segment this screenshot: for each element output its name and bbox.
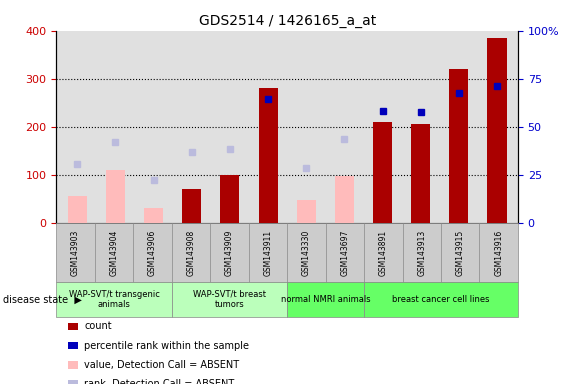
- Bar: [488, 38, 507, 223]
- Text: disease state  ▶: disease state ▶: [3, 295, 82, 305]
- Text: GSM143906: GSM143906: [148, 229, 157, 276]
- Text: GSM143904: GSM143904: [110, 229, 118, 276]
- Text: GSM143903: GSM143903: [71, 229, 80, 276]
- Text: WAP-SVT/t breast
tumors: WAP-SVT/t breast tumors: [193, 290, 266, 309]
- Bar: [106, 170, 125, 223]
- Text: WAP-SVT/t transgenic
animals: WAP-SVT/t transgenic animals: [69, 290, 159, 309]
- Title: GDS2514 / 1426165_a_at: GDS2514 / 1426165_a_at: [199, 14, 376, 28]
- Text: rank, Detection Call = ABSENT: rank, Detection Call = ABSENT: [84, 379, 235, 384]
- Text: GSM143913: GSM143913: [417, 229, 426, 276]
- Text: GSM143915: GSM143915: [456, 229, 464, 276]
- Bar: [449, 69, 468, 223]
- Bar: [182, 189, 202, 223]
- Bar: [297, 200, 316, 223]
- Text: GSM143908: GSM143908: [186, 229, 195, 276]
- Text: count: count: [84, 321, 112, 331]
- Bar: [335, 176, 354, 223]
- Text: GSM143909: GSM143909: [225, 229, 234, 276]
- Bar: [373, 122, 392, 223]
- Bar: [411, 124, 430, 223]
- Text: value, Detection Call = ABSENT: value, Detection Call = ABSENT: [84, 360, 240, 370]
- Text: GSM143697: GSM143697: [341, 229, 349, 276]
- Text: GSM143891: GSM143891: [379, 229, 388, 276]
- Text: breast cancer cell lines: breast cancer cell lines: [392, 295, 490, 304]
- Bar: [144, 208, 163, 223]
- Bar: [220, 175, 239, 223]
- Text: GSM143330: GSM143330: [302, 229, 311, 276]
- Text: GSM143916: GSM143916: [494, 229, 503, 276]
- Text: normal NMRI animals: normal NMRI animals: [281, 295, 370, 304]
- Text: GSM143911: GSM143911: [263, 229, 272, 276]
- Bar: [68, 196, 87, 223]
- Text: percentile rank within the sample: percentile rank within the sample: [84, 341, 249, 351]
- Bar: [258, 88, 278, 223]
